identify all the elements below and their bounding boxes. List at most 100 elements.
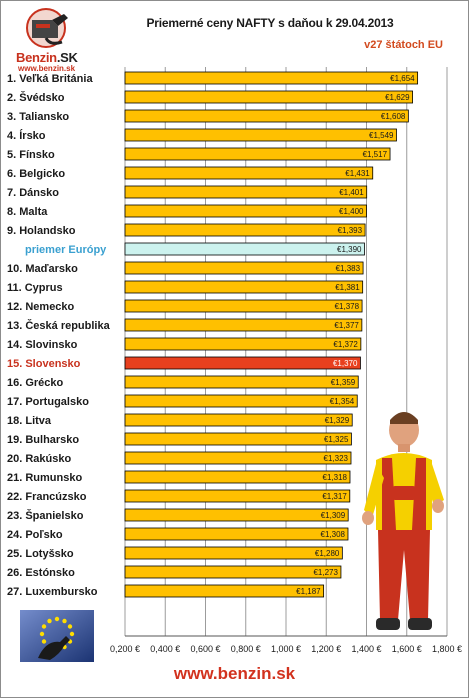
bar-value-label: €1,549 bbox=[369, 131, 394, 140]
bar-value-label: €1,308 bbox=[321, 530, 346, 539]
bar-value-label: €1,401 bbox=[339, 188, 364, 197]
category-label: 5. Fínsko bbox=[7, 149, 55, 161]
bar-value-label: €1,280 bbox=[315, 549, 340, 558]
bar bbox=[124, 337, 362, 351]
flag-star bbox=[69, 631, 75, 637]
bar bbox=[124, 375, 359, 389]
bar-value-label: €1,309 bbox=[321, 511, 346, 520]
x-tick-label: 0,800 € bbox=[231, 644, 261, 654]
fuel-nozzle-icon bbox=[26, 8, 68, 48]
bar bbox=[124, 147, 391, 161]
bar-average bbox=[124, 242, 365, 256]
category-label: 7. Dánsko bbox=[7, 187, 59, 199]
bar-value-label: €1,323 bbox=[324, 454, 349, 463]
chart-subtitle: v27 štátoch EU bbox=[364, 39, 443, 51]
category-label: 9. Holandsko bbox=[7, 225, 76, 237]
category-label: 27. Luxembursko bbox=[7, 586, 98, 598]
bar bbox=[124, 527, 349, 541]
flag-star bbox=[54, 616, 60, 622]
category-label: 17. Portugalsko bbox=[7, 396, 89, 408]
category-label-average: priemer Európy bbox=[25, 244, 107, 256]
bar-highlight bbox=[124, 356, 361, 370]
bar bbox=[124, 394, 358, 408]
category-label: 11. Cyprus bbox=[7, 282, 63, 294]
bar-value-label: €1,377 bbox=[334, 321, 359, 330]
x-tick-label: 0,200 € bbox=[110, 644, 140, 654]
bar bbox=[124, 71, 419, 85]
bar-value-label: €1,608 bbox=[381, 112, 406, 121]
logo-url: www.benzin.sk bbox=[18, 64, 76, 73]
x-tick-label: 0,600 € bbox=[190, 644, 220, 654]
category-label: 12. Nemecko bbox=[7, 301, 75, 313]
bar bbox=[124, 166, 374, 180]
category-label: 6. Belgicko bbox=[7, 168, 65, 180]
bar-value-label: €1,372 bbox=[333, 340, 358, 349]
bar-value-label: €1,381 bbox=[335, 283, 360, 292]
category-label: 4. Írsko bbox=[7, 129, 46, 142]
category-label: 14. Slovinsko bbox=[7, 339, 78, 351]
bar bbox=[124, 489, 351, 503]
bar-value-label: €1,317 bbox=[322, 492, 347, 501]
bar bbox=[124, 261, 364, 275]
bar-value-label: €1,378 bbox=[335, 302, 360, 311]
gas-station-attendant-illustration bbox=[362, 412, 444, 630]
category-label: 25. Lotyšsko bbox=[7, 548, 74, 560]
category-label: 16. Grécko bbox=[7, 377, 64, 389]
bar-value-label: €1,383 bbox=[336, 264, 361, 273]
bar-value-label: €1,370 bbox=[333, 359, 358, 368]
x-tick-label: 1,600 € bbox=[392, 644, 422, 654]
category-label: 21. Rumunsko bbox=[7, 472, 82, 484]
flag-star bbox=[62, 618, 67, 624]
category-label: 24. Poľsko bbox=[7, 529, 63, 541]
bar-value-label: €1,359 bbox=[331, 378, 356, 387]
flag-star bbox=[41, 639, 47, 644]
bar bbox=[124, 90, 413, 104]
bar bbox=[124, 432, 352, 446]
bar-value-label: €1,654 bbox=[390, 74, 415, 83]
bar-value-label: €1,325 bbox=[324, 435, 349, 444]
x-tick-label: 0,400 € bbox=[150, 644, 180, 654]
benzin-logo: Benzin.SK www.benzin.sk bbox=[6, 6, 86, 73]
bar bbox=[124, 223, 366, 237]
category-label: 23. Španielsko bbox=[7, 509, 84, 522]
bar bbox=[124, 128, 397, 142]
category-label: 22. Francúzsko bbox=[7, 491, 87, 503]
flag-star bbox=[67, 624, 73, 629]
bar-value-label: €1,187 bbox=[296, 587, 321, 596]
flag-star bbox=[39, 631, 45, 637]
bar-value-label: €1,393 bbox=[338, 226, 363, 235]
logo-wordmark: Benzin.SK bbox=[16, 50, 78, 65]
bar-value-label: €1,400 bbox=[339, 207, 364, 216]
category-labels: 1. Veľká Británia 2. Švédsko 3. Taliansko 4… bbox=[7, 73, 111, 598]
bar bbox=[124, 470, 351, 484]
bar bbox=[124, 413, 353, 427]
category-label: 20. Rakúsko bbox=[7, 453, 71, 465]
x-tick-label: 1,400 € bbox=[351, 644, 381, 654]
bar-value-label: €1,431 bbox=[345, 169, 370, 178]
bar bbox=[124, 451, 352, 465]
chart-title: Priemerné ceny NAFTY s daňou k 29.04.201… bbox=[146, 16, 394, 30]
bar bbox=[124, 508, 349, 522]
bar-value-label: €1,273 bbox=[313, 568, 338, 577]
category-label: 8. Malta bbox=[7, 206, 48, 218]
category-label-highlight: 15. Slovensko bbox=[7, 358, 81, 370]
bar bbox=[124, 584, 325, 598]
category-label: 13. Česká republika bbox=[7, 319, 111, 332]
bar bbox=[124, 546, 343, 560]
category-label: 1. Veľká Británia bbox=[7, 73, 93, 85]
category-label: 2. Švédsko bbox=[7, 91, 65, 104]
bars: €1,654 €1,629 €1,608 €1,549 €1,517 €1,431 €1,4… bbox=[124, 71, 419, 598]
bar-value-label: €1,329 bbox=[325, 416, 350, 425]
bar bbox=[124, 109, 409, 123]
bar-value-label: €1,318 bbox=[323, 473, 348, 482]
category-label: 26. Estónsko bbox=[7, 567, 75, 579]
bar-value-label: €1,390 bbox=[337, 245, 362, 254]
bar-value-label: €1,517 bbox=[363, 150, 388, 159]
bar bbox=[124, 185, 368, 199]
bar-chart: €1,654 €1,629 €1,608 €1,549 €1,517 €1,431 €1,4… bbox=[7, 67, 462, 654]
flag-star bbox=[41, 624, 47, 629]
bar bbox=[124, 318, 363, 332]
bar bbox=[124, 204, 367, 218]
category-label: 18. Litva bbox=[7, 415, 52, 427]
category-label: 10. Maďarsko bbox=[7, 263, 78, 275]
